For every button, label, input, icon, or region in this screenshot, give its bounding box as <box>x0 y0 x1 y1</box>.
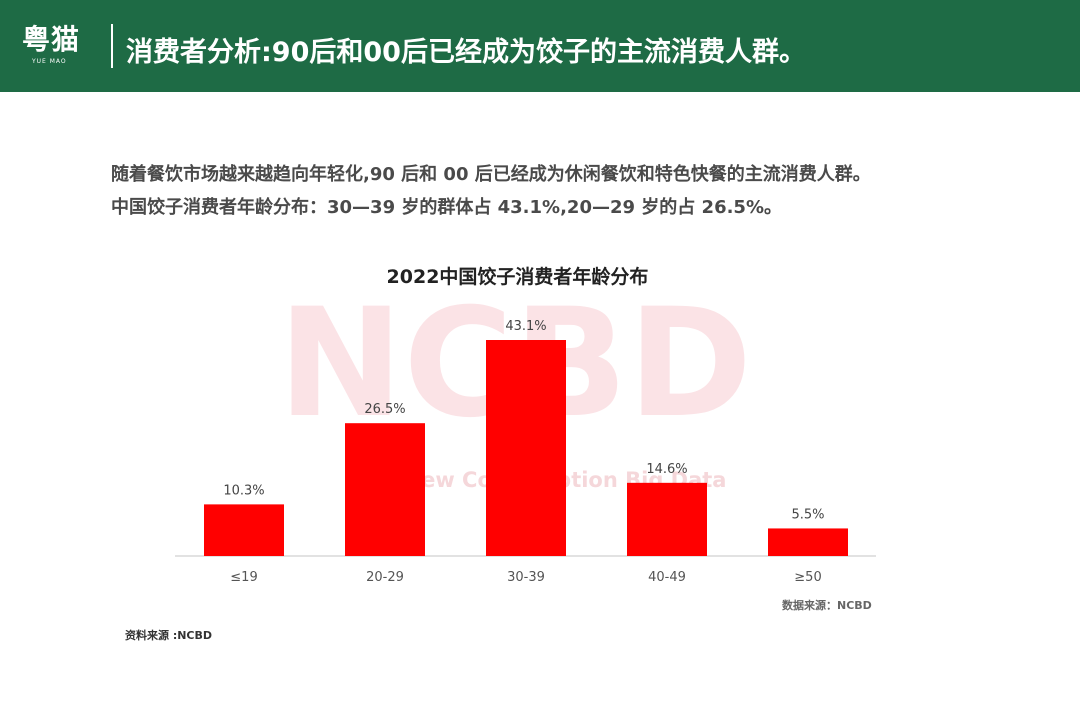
bar-2 <box>486 340 566 556</box>
slide-source-note: 资料来源 :NCBD <box>125 629 213 642</box>
header-divider <box>111 24 113 68</box>
chart-source-note: 数据来源：NCBD <box>782 599 872 612</box>
x-tick-label: ≤19 <box>230 570 257 585</box>
bar-1 <box>345 423 425 556</box>
bar-3 <box>627 482 707 556</box>
x-tick-label: ≥50 <box>794 570 821 585</box>
bar-value-label: 43.1% <box>505 319 546 334</box>
x-tick-label: 20-29 <box>366 570 404 585</box>
chart-title: 2022中国饺子消费者年龄分布 <box>386 266 649 288</box>
intro-line-1: 随着餐饮市场越来越趋向年轻化,90 后和 00 后已经成为休闲餐饮和特色快餐的主… <box>111 164 871 185</box>
brand-logo: 粤猫 YUE MAO <box>22 18 104 70</box>
x-tick-label: 40-49 <box>648 570 686 585</box>
bar-value-label: 14.6% <box>646 462 687 477</box>
logo-subtext: YUE MAO <box>32 58 67 65</box>
x-tick-label: 30-39 <box>507 570 545 585</box>
logo-text: 粤猫 <box>22 23 81 56</box>
intro-text: 随着餐饮市场越来越趋向年轻化,90 后和 00 后已经成为休闲餐饮和特色快餐的主… <box>111 158 1011 224</box>
page-title: 消费者分析:90后和00后已经成为饺子的主流消费人群。 <box>126 37 806 68</box>
bar-0 <box>204 504 284 556</box>
bar-4 <box>768 528 848 556</box>
bar-value-label: 26.5% <box>364 402 405 417</box>
bar-value-label: 10.3% <box>223 483 264 498</box>
bar-value-label: 5.5% <box>791 507 824 522</box>
intro-line-2: 中国饺子消费者年龄分布：30—39 岁的群体占 43.1%,20—29 岁的占 … <box>111 197 782 218</box>
header-bar: 粤猫 YUE MAO 消费者分析:90后和00后已经成为饺子的主流消费人群。 <box>0 0 1080 92</box>
